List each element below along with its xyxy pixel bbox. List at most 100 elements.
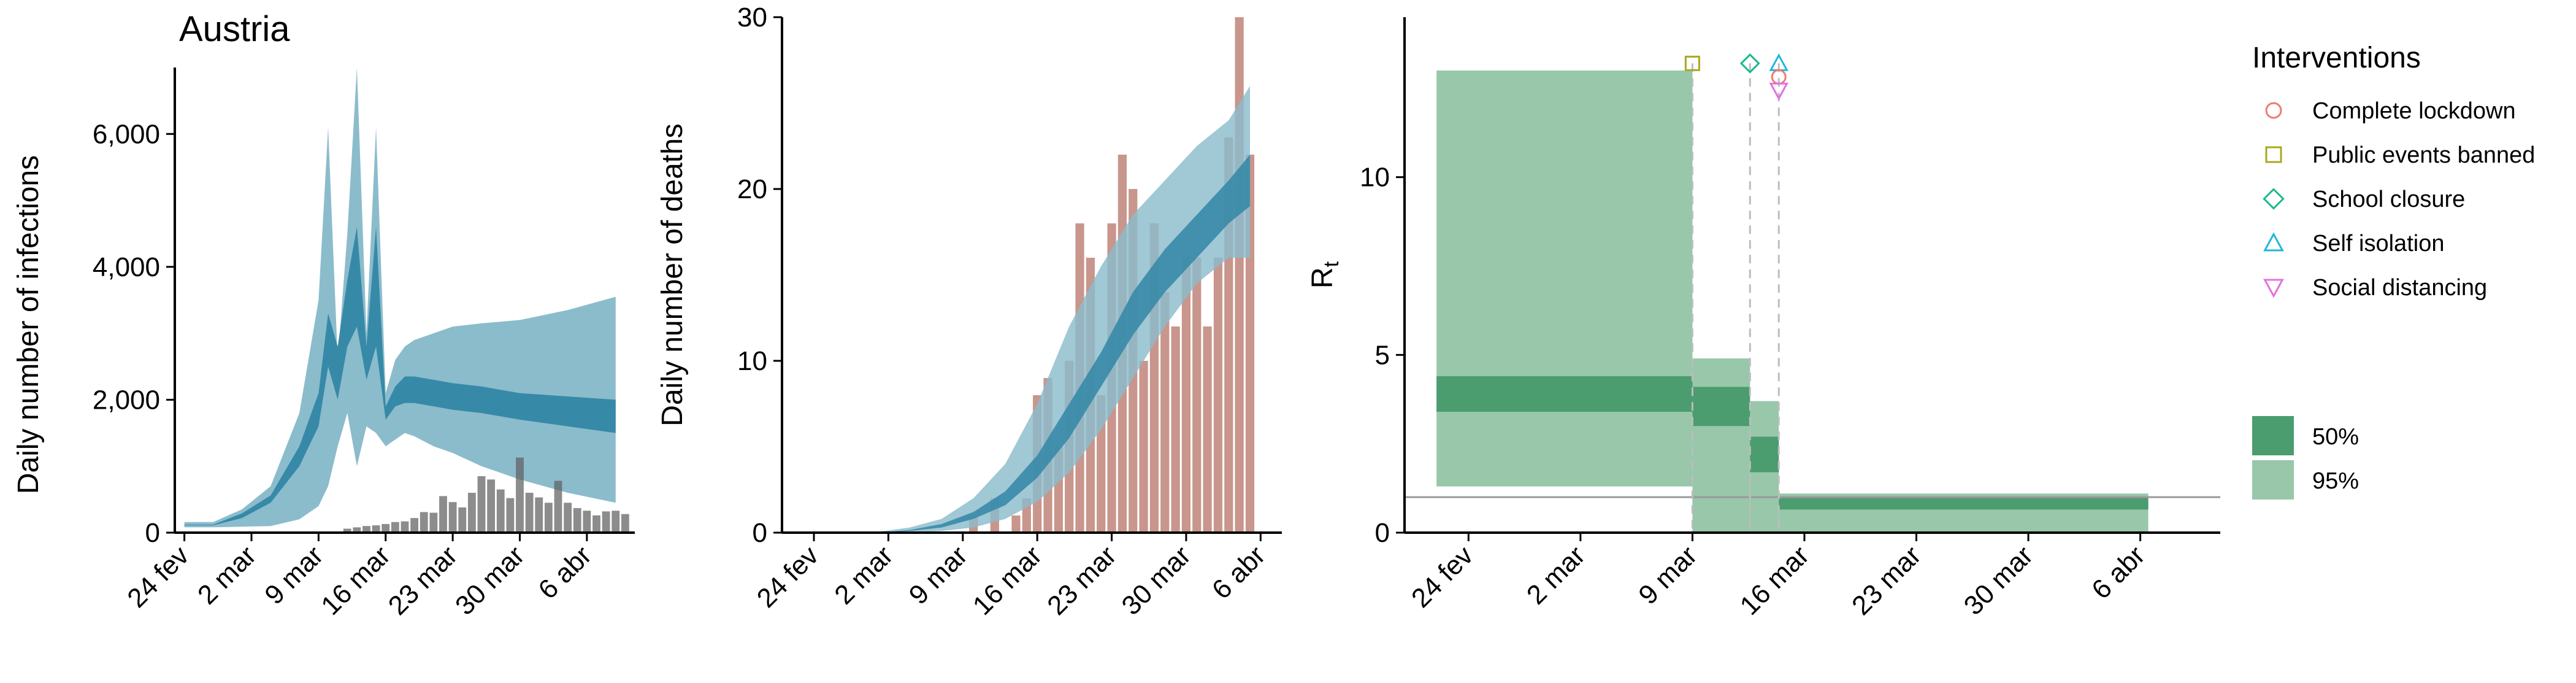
legend-label: Self isolation — [2312, 231, 2444, 257]
data-bar — [496, 489, 505, 533]
rt-ci50-segment — [1436, 376, 1693, 412]
legend-marker — [2263, 188, 2285, 210]
data-bar — [477, 476, 486, 533]
intervention-marker — [1769, 82, 1788, 101]
rt-ci50-segment — [1692, 387, 1750, 426]
x-tick-label: 23 mar — [383, 540, 463, 620]
data-bar — [506, 498, 515, 533]
data-bar — [1181, 258, 1191, 533]
y-tick-label: 0 — [753, 518, 767, 548]
data-bar — [362, 526, 370, 533]
x-tick-label: 2 mar — [1521, 540, 1591, 610]
data-bar — [564, 503, 572, 533]
data-bar — [467, 493, 476, 533]
legend-label: Complete lockdown — [2312, 98, 2516, 124]
data-bar — [535, 497, 543, 533]
y-tick-label: 4,000 — [93, 252, 160, 282]
data-bar — [1160, 292, 1170, 533]
data-bar — [554, 480, 562, 533]
data-bar — [1203, 326, 1212, 533]
x-tick-label: 6 abr — [2086, 540, 2151, 605]
legend-swatch — [2252, 416, 2294, 455]
data-bar — [391, 522, 399, 533]
data-bar — [381, 523, 390, 533]
legend-marker — [2265, 146, 2282, 163]
x-tick-label: 23 mar — [1041, 540, 1122, 620]
data-bar — [429, 512, 438, 533]
data-bar — [611, 511, 620, 533]
y-axis-title: Daily number of infections — [12, 155, 45, 494]
x-tick-label: 9 mar — [903, 540, 973, 610]
y-axis-title: Daily number of deaths — [656, 123, 689, 426]
y-axis-title: Rt — [1306, 261, 1343, 288]
data-bar — [410, 518, 419, 533]
data-bar — [372, 525, 380, 533]
data-bar — [401, 521, 409, 533]
y-tick-label: 10 — [1360, 163, 1390, 193]
x-tick-label: 2 mar — [829, 540, 899, 610]
data-bar — [420, 512, 428, 533]
x-tick-label: 30 mar — [450, 540, 530, 620]
ci95-band — [184, 68, 616, 528]
data-bar — [621, 514, 629, 533]
legend-title: Interventions — [2252, 42, 2421, 74]
x-tick-label: 24 fev — [751, 540, 824, 613]
data-bar — [1235, 17, 1244, 533]
data-bar — [439, 496, 447, 533]
data-bar — [448, 502, 457, 533]
y-tick-label: 10 — [737, 346, 767, 376]
data-bar — [1213, 258, 1223, 533]
y-tick-label: 5 — [1375, 340, 1390, 370]
y-tick-label: 30 — [737, 2, 767, 33]
data-bar — [1011, 515, 1021, 533]
x-tick-label: 6 abr — [1206, 540, 1271, 605]
x-tick-label: 16 mar — [967, 540, 1048, 620]
data-bar — [592, 515, 600, 533]
legend-marker — [2263, 279, 2284, 298]
legend-swatch — [2252, 460, 2294, 500]
chart-title: Austria — [179, 9, 290, 49]
rt-ci50-segment — [1750, 436, 1779, 473]
x-tick-label: 30 mar — [1958, 540, 2039, 620]
y-tick-label: 20 — [737, 174, 767, 204]
y-tick-label: 2,000 — [93, 385, 160, 415]
data-bar — [1139, 361, 1148, 533]
data-bar — [602, 511, 610, 533]
rt-ci95-segment — [1692, 358, 1750, 533]
data-bar — [516, 457, 524, 533]
data-bar — [544, 503, 553, 533]
chart-legend: Interventions Complete lockdown Public eve… — [2252, 42, 2535, 500]
intervention-marker — [1739, 53, 1760, 74]
rt-ci50-segment — [1779, 497, 2149, 510]
legend-label: Social distancing — [2312, 275, 2487, 301]
y-axis-title-main: R — [1306, 267, 1339, 288]
y-tick-label: 6,000 — [93, 119, 160, 149]
legend-label: School closure — [2312, 187, 2465, 212]
data-bar — [573, 507, 581, 533]
data-bar — [343, 528, 351, 533]
y-axis-title-subscript: t — [1320, 261, 1343, 267]
y-tick-label: 0 — [145, 518, 160, 548]
intervention-marker — [1684, 55, 1700, 71]
data-bar — [583, 511, 591, 533]
legend-marker — [2263, 232, 2284, 252]
x-tick-label: 6 abr — [532, 540, 597, 605]
x-tick-label: 24 fev — [121, 540, 194, 613]
data-bar — [458, 507, 467, 533]
data-bar — [525, 493, 534, 533]
rt-chart: 0 5 10 24 fev 2 mar 9 mar 16 mar 23 mar 30 mar 6 … — [1306, 17, 2220, 621]
x-tick-label: 24 fev — [1406, 540, 1479, 613]
ci95-band — [814, 86, 1250, 533]
x-tick-label: 23 mar — [1846, 540, 1926, 620]
legend-label: Public events banned — [2312, 142, 2535, 168]
x-tick-label: 9 mar — [1633, 540, 1703, 610]
legend-marker — [2265, 102, 2282, 119]
data-bar — [1192, 258, 1202, 533]
legend-label: 95% — [2312, 468, 2359, 494]
x-tick-label: 16 mar — [315, 540, 396, 620]
x-tick-label: 2 mar — [192, 540, 262, 610]
rt-ci95-segment — [1436, 70, 1693, 487]
x-tick-label: 16 mar — [1735, 540, 1815, 620]
